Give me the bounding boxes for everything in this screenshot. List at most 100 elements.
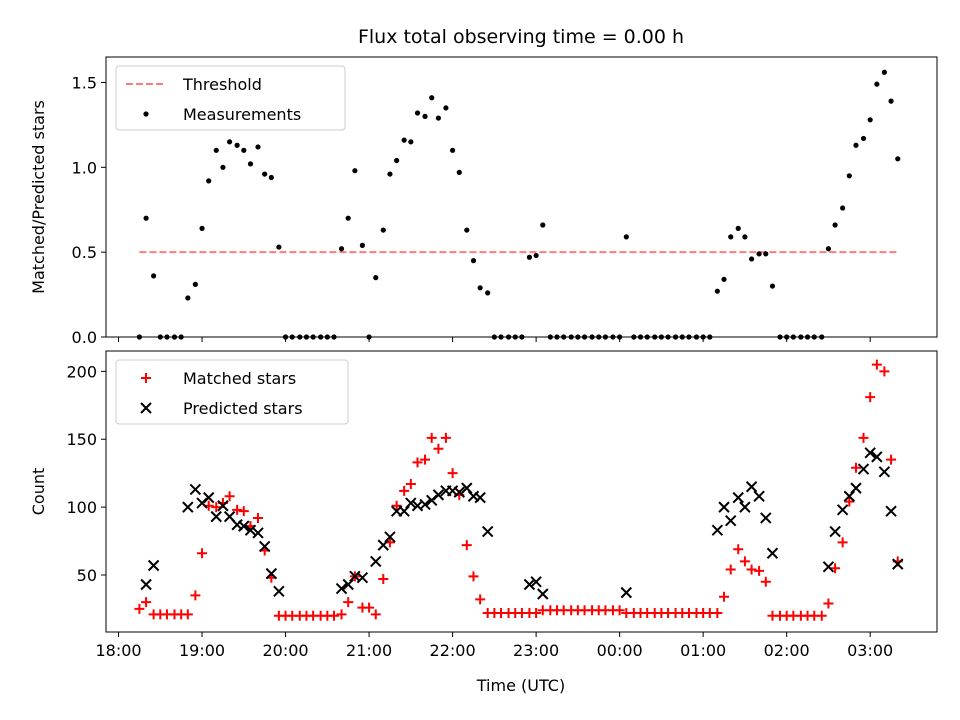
matched-point: [343, 597, 354, 608]
predicted-point: [398, 505, 410, 517]
measurement-point: [860, 135, 867, 142]
measurement-point: [728, 234, 734, 240]
predicted-point: [766, 547, 779, 559]
measurement-point: [262, 171, 268, 177]
measurement-point: [255, 144, 261, 150]
y-axis-label: Matched/Predicted stars: [29, 100, 48, 294]
matched-point: [816, 610, 827, 621]
measurement-point: [526, 254, 533, 260]
matched-point: [850, 462, 861, 473]
predicted-point: [885, 505, 897, 517]
predicted-point: [377, 539, 389, 551]
predicted-point: [419, 498, 431, 511]
predicted-point: [370, 555, 382, 568]
measurement-point: [895, 156, 901, 162]
predicted-point: [725, 514, 737, 527]
matched-point: [224, 491, 235, 502]
x-tick-label: 23:00: [513, 641, 559, 660]
y-tick-label: 0.5: [72, 243, 97, 262]
legend-measurements-swatch: [143, 111, 149, 117]
measurement-point: [387, 171, 393, 177]
matched-point: [837, 537, 848, 548]
matched-point: [475, 594, 486, 605]
predicted-point: [461, 482, 473, 494]
measurement-point: [380, 227, 386, 233]
matched-point: [823, 598, 834, 609]
y-tick-label: 1.5: [72, 73, 97, 92]
x-axis-label: Time (UTC): [476, 676, 565, 695]
measurement-point: [533, 252, 539, 259]
measurement-point: [449, 147, 456, 153]
bottom-panel: 50 100 150 200 18:00 19:00 20:00 21:00 22:00 23:0…: [29, 350, 938, 660]
measurement-point: [464, 227, 470, 233]
measurement-point: [881, 69, 887, 75]
x-tick-label: 00:00: [597, 641, 643, 660]
measurement-point: [206, 178, 212, 184]
matched-point: [733, 544, 744, 555]
measurement-point: [485, 290, 491, 296]
predicted-point: [745, 481, 758, 493]
predicted-point: [273, 585, 285, 597]
measurement-point: [185, 295, 191, 301]
matched-point: [420, 454, 431, 465]
measurement-point: [199, 225, 205, 231]
measurement-point: [742, 234, 748, 240]
measurement-point: [443, 105, 449, 111]
measurement-point: [477, 285, 483, 291]
matched-point: [739, 556, 750, 567]
y-axis-label: Count: [29, 468, 48, 516]
measurement-point: [422, 113, 428, 119]
matched-point: [886, 454, 897, 465]
matched-point: [426, 432, 437, 443]
predicted-point: [537, 588, 549, 600]
predicted-point: [718, 501, 730, 513]
matched-point: [211, 502, 222, 513]
matched-point: [412, 457, 423, 468]
x-tick-label: 21:00: [346, 641, 392, 660]
predicted-point: [878, 466, 891, 478]
matched-point: [719, 591, 730, 602]
measurement-point: [735, 225, 741, 231]
measurement-point: [714, 288, 720, 294]
legend-box: [115, 359, 349, 425]
plot-frame: [105, 56, 938, 338]
measurement-point: [840, 205, 846, 211]
matched-point: [879, 366, 890, 377]
matched-point: [461, 540, 472, 551]
measurement-point: [143, 215, 149, 221]
predicted-point: [384, 531, 396, 543]
plot-frame: [105, 350, 938, 633]
matched-point: [746, 564, 757, 575]
y-tick-label: 50: [77, 566, 97, 585]
measurement-point: [401, 137, 407, 143]
matched-point: [447, 468, 458, 479]
predicted-point: [850, 482, 862, 494]
measurement-point: [227, 139, 233, 145]
measurement-point: [540, 222, 546, 228]
predicted-point: [432, 489, 445, 501]
measurement-point: [352, 168, 358, 174]
measurement-point: [414, 110, 421, 116]
matched-point: [182, 609, 193, 620]
predicted-point: [760, 512, 772, 524]
matched-point: [238, 506, 249, 517]
measurement-point: [151, 273, 157, 279]
predicted-point: [244, 524, 257, 536]
measurement-point: [756, 251, 762, 257]
matched-point: [364, 602, 375, 613]
matched-point: [614, 605, 625, 616]
measurement-point: [408, 139, 414, 145]
matched-point: [433, 443, 444, 454]
legend-box: [115, 65, 346, 131]
matched-point: [253, 512, 264, 523]
measurement-point: [748, 256, 755, 262]
y-tick-label: 100: [66, 498, 97, 517]
measurement-point: [853, 142, 859, 148]
predicted-point: [265, 567, 278, 580]
predicted-point: [732, 491, 744, 504]
predicted-point: [530, 576, 542, 588]
predicted-point: [203, 491, 215, 504]
predicted-point: [620, 586, 633, 599]
matched-point: [440, 432, 451, 443]
matched-point: [865, 392, 876, 403]
